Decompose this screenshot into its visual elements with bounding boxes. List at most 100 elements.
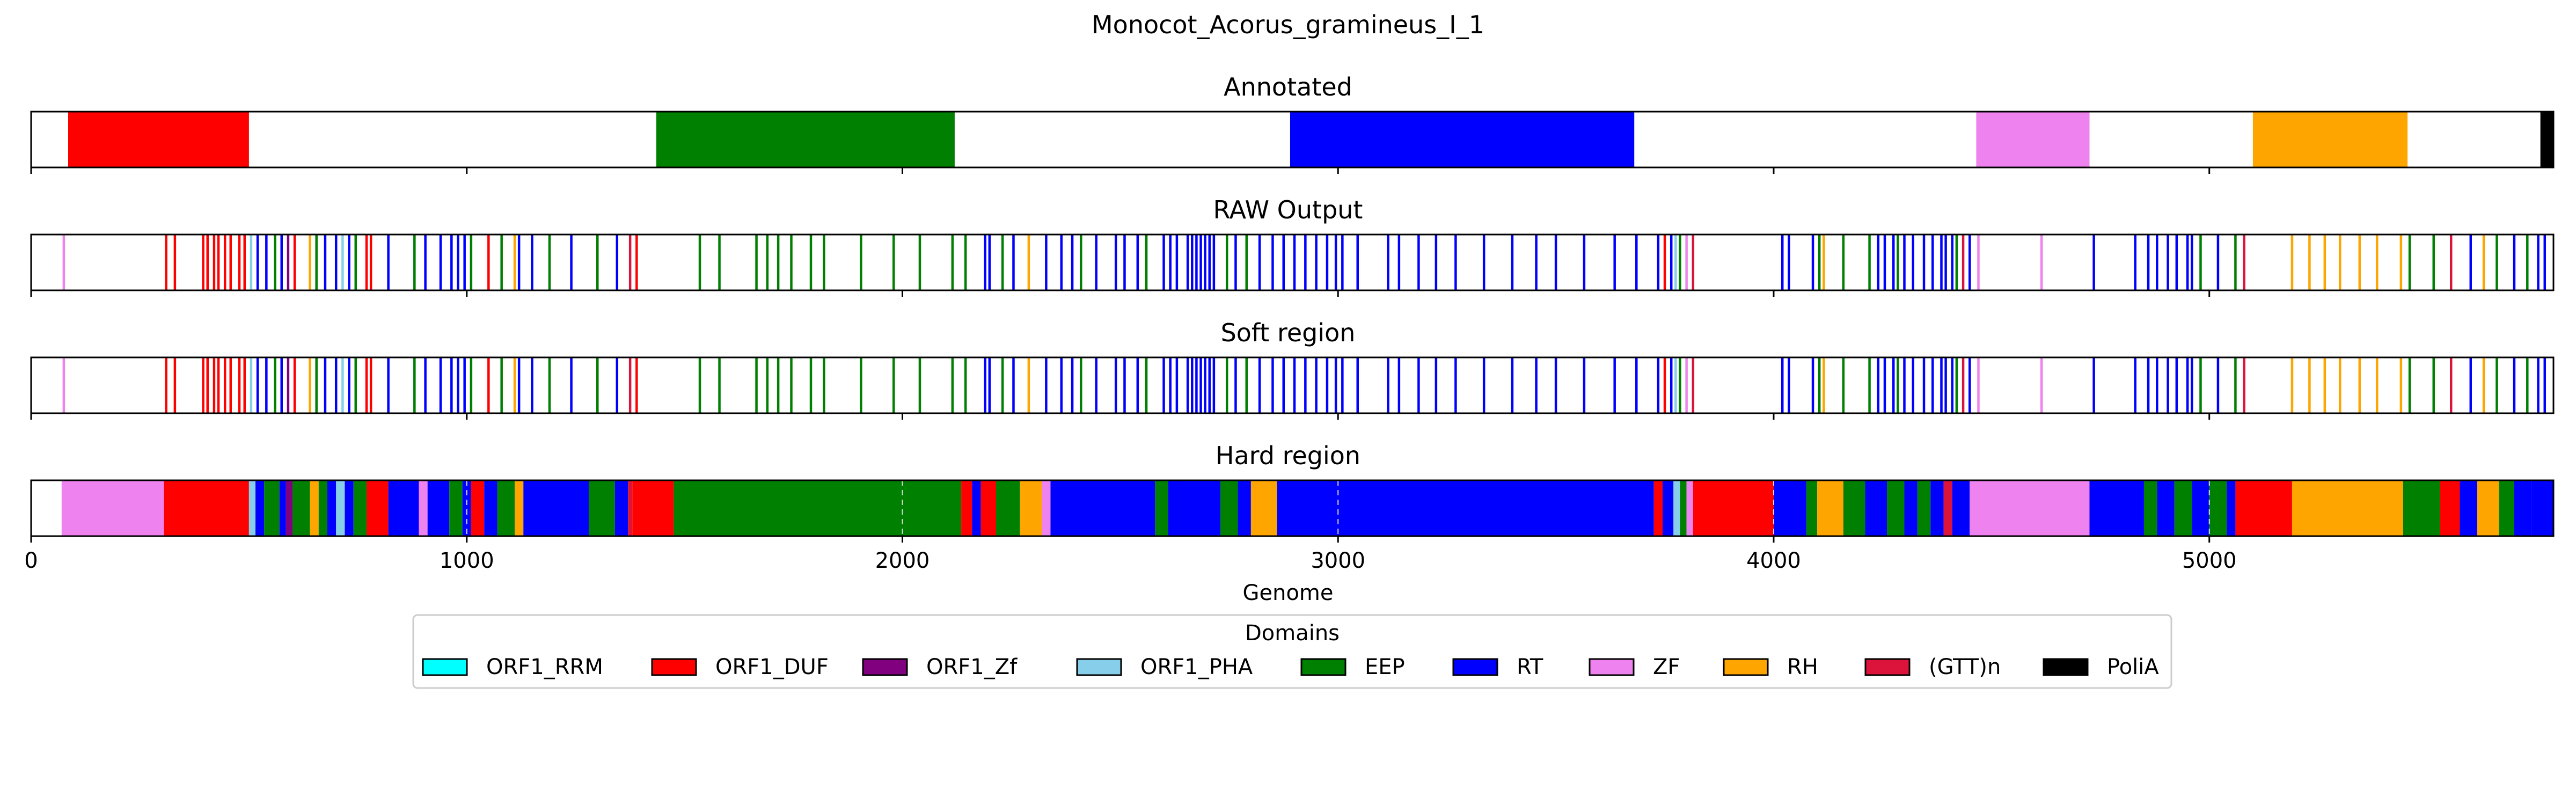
domain-segment	[972, 480, 981, 536]
legend-entry: ZF	[1589, 655, 1680, 679]
domain-segment	[1290, 112, 1635, 167]
legend-swatch	[422, 658, 468, 676]
domain-segment	[1155, 480, 1168, 536]
domain-segment	[255, 480, 265, 536]
domain-segment	[2540, 112, 2553, 167]
domain-segment	[310, 480, 319, 536]
legend-label: ORF1_PHA	[1140, 655, 1253, 679]
legend-label: EEP	[1365, 655, 1405, 679]
legend-swatch	[2043, 658, 2089, 676]
domain-segment	[1220, 480, 1238, 536]
legend-entry: (GTT)n	[1864, 655, 2001, 679]
domain-segment	[336, 480, 345, 536]
domain-segment	[1817, 480, 1843, 536]
domain-segment	[656, 112, 955, 167]
x-tick-label: 4000	[1746, 548, 1801, 573]
domain-segment	[632, 480, 674, 536]
legend-label: RH	[1787, 655, 1818, 679]
legend-label: ORF1_DUF	[715, 655, 829, 679]
domain-segment	[2477, 480, 2499, 536]
x-tick-label: 2000	[875, 548, 930, 573]
domain-segment	[353, 480, 367, 536]
legend-title: Domains	[1245, 621, 1340, 646]
track-background	[31, 235, 2553, 290]
domain-segment	[419, 480, 428, 536]
domain-segment	[68, 112, 249, 167]
domain-segment	[1653, 480, 1663, 536]
domain-segment	[1020, 480, 1042, 536]
domain-segment	[427, 480, 450, 536]
domain-segment	[1843, 480, 1865, 536]
legend-entry: RT	[1452, 655, 1543, 679]
domain-segment	[388, 480, 419, 536]
track-background	[31, 357, 2553, 413]
x-tick-label: 5000	[2182, 548, 2237, 573]
domain-segment	[1693, 480, 1774, 536]
x-tick-label: 1000	[440, 548, 494, 573]
legend: Domains ORF1_RRM ORF1_DUF ORF1_Zf ORF1_PHA EE…	[412, 614, 2172, 689]
domain-segment	[1970, 480, 2090, 536]
domain-segment	[264, 480, 280, 536]
domain-segment	[1050, 480, 1155, 536]
track-hard-region: Hard region	[30, 441, 2555, 543]
domain-segment	[1887, 480, 1905, 536]
domain-segment	[2252, 112, 2408, 167]
domain-segment	[1806, 480, 1818, 536]
legend-swatch	[1452, 658, 1498, 676]
domain-segment	[497, 480, 515, 536]
legend-swatch	[1864, 658, 1911, 676]
domain-segment	[2227, 480, 2236, 536]
domain-segment	[286, 480, 293, 536]
domain-segment	[2089, 480, 2144, 536]
domain-segment	[248, 480, 256, 536]
track-raw-output: RAW Output	[30, 195, 2555, 297]
domain-segment	[2209, 480, 2227, 536]
x-axis-label: Genome	[1242, 581, 1333, 605]
domain-segment	[1904, 480, 1918, 536]
domain-segment	[2499, 480, 2514, 536]
domain-segment	[2440, 480, 2460, 536]
domain-segment	[2235, 480, 2292, 536]
chart-title: Monocot_Acorus_gramineus_I_1	[1092, 10, 1484, 39]
tracks: Annotated RAW Output Soft region Hard regio…	[30, 72, 2555, 543]
legend-entry: ORF1_DUF	[651, 655, 829, 679]
domain-segment	[2292, 480, 2403, 536]
domain-segment	[318, 480, 327, 536]
domain-segment	[961, 480, 972, 536]
domain-segment	[523, 480, 589, 536]
legend-entry: PoliA	[2043, 655, 2159, 679]
legend-label: RT	[1517, 655, 1543, 679]
domain-segment	[1952, 480, 1970, 536]
domain-segment	[345, 480, 354, 536]
domain-segment	[367, 480, 389, 536]
domain-segment	[1680, 480, 1687, 536]
domain-segment	[614, 480, 628, 536]
legend-entry: RH	[1723, 655, 1818, 679]
domain-segment	[1865, 480, 1887, 536]
domain-segment	[471, 480, 485, 536]
domain-segment	[1943, 480, 1952, 536]
legend-label: (GTT)n	[1929, 655, 2001, 679]
legend-entry: ORF1_Zf	[862, 655, 1018, 679]
domain-segment	[164, 480, 249, 536]
legend-label: PoliA	[2107, 655, 2159, 679]
domain-segment	[2403, 480, 2440, 536]
legend-swatch	[651, 658, 697, 676]
domain-segment	[1686, 480, 1693, 536]
domain-segment	[1976, 112, 2090, 167]
domain-segment	[1673, 480, 1680, 536]
domain-segment	[628, 480, 633, 536]
legend-entry: EEP	[1300, 655, 1405, 679]
domain-segment	[1773, 480, 1806, 536]
domain-segment	[279, 480, 286, 536]
domain-segment	[462, 480, 471, 536]
x-axis: 0 1000 2000 3000 4000 5000	[24, 548, 2236, 573]
domain-segment	[2531, 480, 2553, 536]
domain-segment	[980, 480, 997, 536]
domain-segment	[484, 480, 497, 536]
domain-segment	[2514, 480, 2532, 536]
domain-segment	[2460, 480, 2477, 536]
legend-swatch	[1300, 658, 1346, 676]
track-annotated: Annotated	[30, 72, 2555, 174]
domain-segment	[589, 480, 615, 536]
